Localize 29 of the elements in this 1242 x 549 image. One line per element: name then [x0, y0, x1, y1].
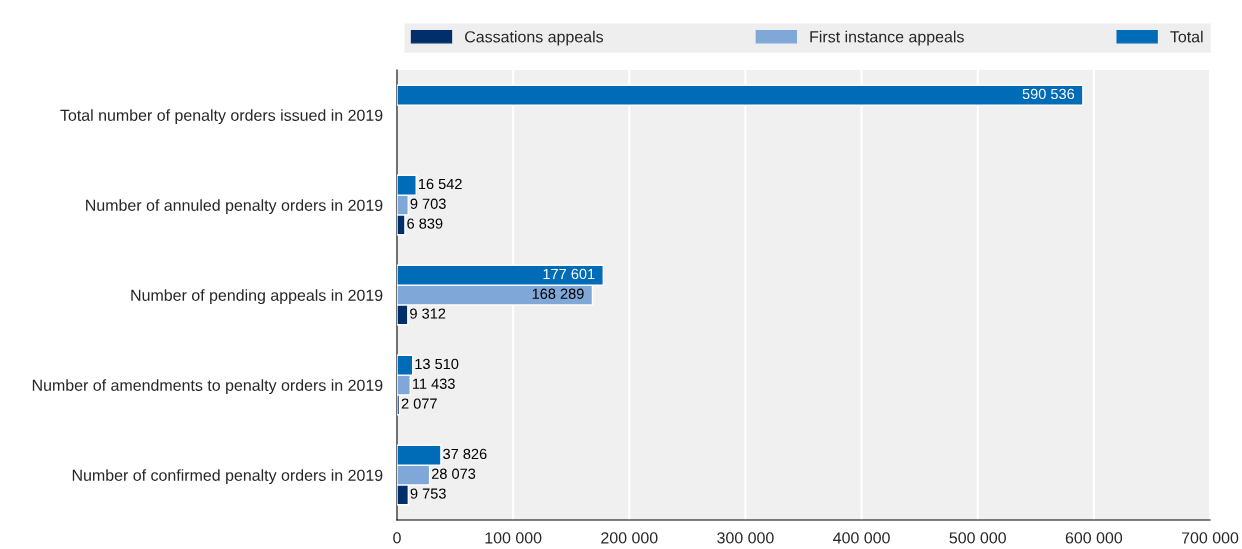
y-tick-label: Number of confirmed penalty orders in 2019 [72, 469, 383, 485]
legend-label: First instance appeals [810, 30, 964, 46]
x-tick-label: 200 000 [601, 532, 658, 544]
data-label: 168 289 [532, 288, 584, 299]
y-tick-label: Number of annuled penalty orders in 2019 [86, 199, 383, 215]
x-tick-label: 500 000 [949, 532, 1006, 544]
y-tick-label: Total number of penalty orders issued in 2019 [60, 109, 383, 125]
data-label: 37 826 [443, 448, 487, 460]
legend-label: Cassations appeals [465, 30, 604, 46]
legend-label: Total [1170, 30, 1203, 43]
data-label: 13 510 [415, 358, 459, 370]
data-label: 9 703 [410, 198, 446, 209]
data-label: 177 601 [543, 268, 595, 280]
data-label: 2 077 [401, 398, 437, 409]
x-tick-label: 600 000 [1065, 532, 1123, 544]
data-label: 16 542 [418, 178, 462, 190]
data-label: 28 073 [431, 468, 476, 479]
x-tick-label: 400 000 [833, 532, 890, 544]
data-label: 9 753 [410, 488, 446, 499]
y-tick-label: Number of pending appeals in 2019 [131, 289, 383, 305]
data-label: 9 312 [410, 308, 446, 319]
y-tick-label: Number of amendments to penalty orders in 2019 [32, 379, 383, 395]
data-label: 11 433 [413, 378, 455, 389]
data-label: 590 536 [1022, 88, 1075, 100]
x-tick-label: 100 000 [485, 532, 542, 544]
x-tick-label: 300 000 [717, 532, 774, 544]
x-tick-label: 0 [393, 532, 401, 544]
data-label: 6 839 [407, 218, 443, 229]
x-tick-label: 700 000 [1181, 532, 1239, 544]
